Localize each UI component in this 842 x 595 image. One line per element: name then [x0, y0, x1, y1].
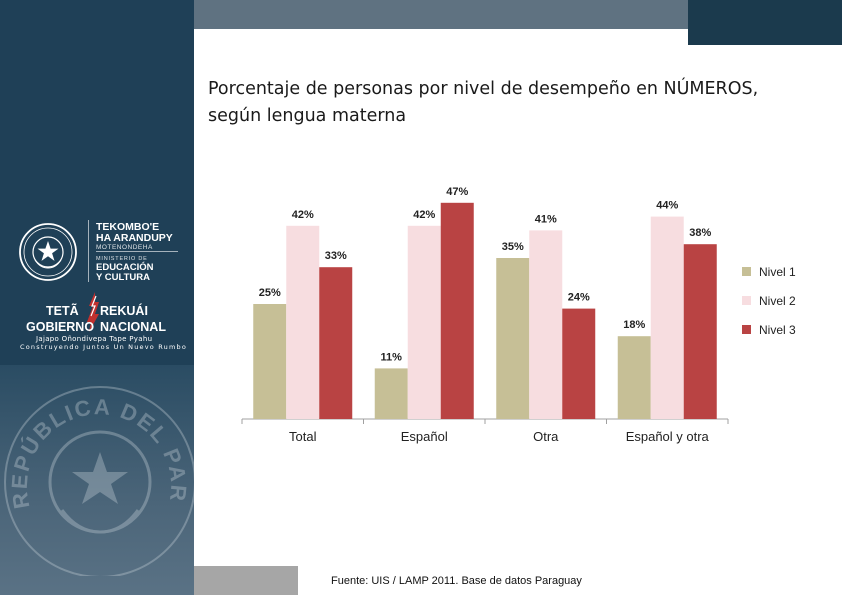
bar-nivel-2-español: [407, 225, 441, 419]
legend-label: Nivel 3: [759, 323, 796, 337]
bar-nivel-1-español: [374, 368, 408, 419]
brand-divider: [88, 220, 89, 282]
bar-nivel-2-otra: [529, 230, 563, 419]
gov-tagline-guarani: Jajapo Oñondivepa Tape Pyahu: [36, 335, 153, 343]
bar-nivel-3-otra: [562, 308, 596, 419]
bar-data-label: 24%: [568, 292, 590, 304]
institution-sub: MOTENONDEHA: [96, 244, 153, 251]
institution-name: TEKOMBO'E HA ARANDUPY: [96, 221, 173, 244]
slide-title: Porcentaje de personas por nivel de dese…: [208, 76, 828, 130]
panel-gradient: [0, 365, 194, 595]
category-label: Otra: [533, 429, 559, 444]
legend-label: Nivel 1: [759, 265, 796, 279]
bar-data-label: 38%: [689, 227, 711, 239]
bar-nivel-2-español-y-otra: [650, 216, 684, 419]
bar-nivel-1-otra: [496, 258, 530, 419]
bar-nivel-1-español-y-otra: [617, 336, 651, 419]
bar-data-label: 44%: [656, 200, 678, 212]
top-corner-block: [688, 0, 842, 45]
ministry-name: EDUCACIÓN Y CULTURA: [96, 262, 154, 283]
paraguay-seal-icon: [19, 223, 77, 281]
bar-data-label: 25%: [259, 287, 281, 299]
bar-data-label: 11%: [381, 351, 403, 363]
gov-word-teta: TETÃ: [46, 304, 79, 318]
legend-swatch: [742, 267, 751, 276]
source-note: Fuente: UIS / LAMP 2011. Base de datos P…: [331, 575, 582, 587]
category-label: Español y otra: [626, 429, 710, 444]
slide-title-line2: según lengua materna: [208, 106, 407, 126]
bar-data-label: 18%: [623, 319, 645, 331]
bar-nivel-1-total: [253, 304, 287, 419]
bar-nivel-3-español: [440, 202, 474, 419]
bar-nivel-3-total: [319, 267, 353, 419]
bar-data-label: 33%: [325, 250, 347, 262]
top-banner-bar: [194, 0, 688, 29]
legend-swatch: [742, 325, 751, 334]
bar-data-label: 42%: [413, 209, 435, 221]
flag-ribbon-icon: [87, 292, 99, 332]
gov-word-nacional: NACIONAL: [100, 320, 166, 334]
bar-nivel-3-español-y-otra: [683, 244, 717, 419]
gov-word-gobierno: GOBIERNO: [26, 320, 95, 334]
slide-title-line1: Porcentaje de personas por nivel de dese…: [208, 79, 759, 99]
bottom-gray-block: [194, 566, 298, 595]
category-label: Total: [289, 429, 317, 444]
bar-data-label: 41%: [535, 213, 557, 225]
bar-data-label: 42%: [292, 209, 314, 221]
bar-data-label: 47%: [446, 186, 468, 198]
brand-rule: [96, 251, 178, 252]
gov-tagline-spanish: Construyendo Juntos Un Nuevo Rumbo: [20, 343, 188, 351]
gov-word-rekuai: REKUÁI: [100, 304, 148, 318]
ministry-label: MINISTERIO DE: [96, 256, 148, 262]
bar-data-label: 35%: [502, 241, 524, 253]
legend-swatch: [742, 296, 751, 305]
category-label: Español: [401, 429, 448, 444]
left-branding-panel: TEKOMBO'E HA ARANDUPY MOTENONDEHA MINIST…: [0, 0, 194, 595]
watermark-seal-icon: REPÚBLICA DEL PARAGUAY: [0, 382, 194, 576]
performance-bar-chart: 25% 42% 33% Total 11% 42% 47% Español 35% 41% 24% O…: [241, 186, 796, 444]
legend-label: Nivel 2: [759, 294, 796, 308]
bar-nivel-2-total: [286, 225, 320, 419]
